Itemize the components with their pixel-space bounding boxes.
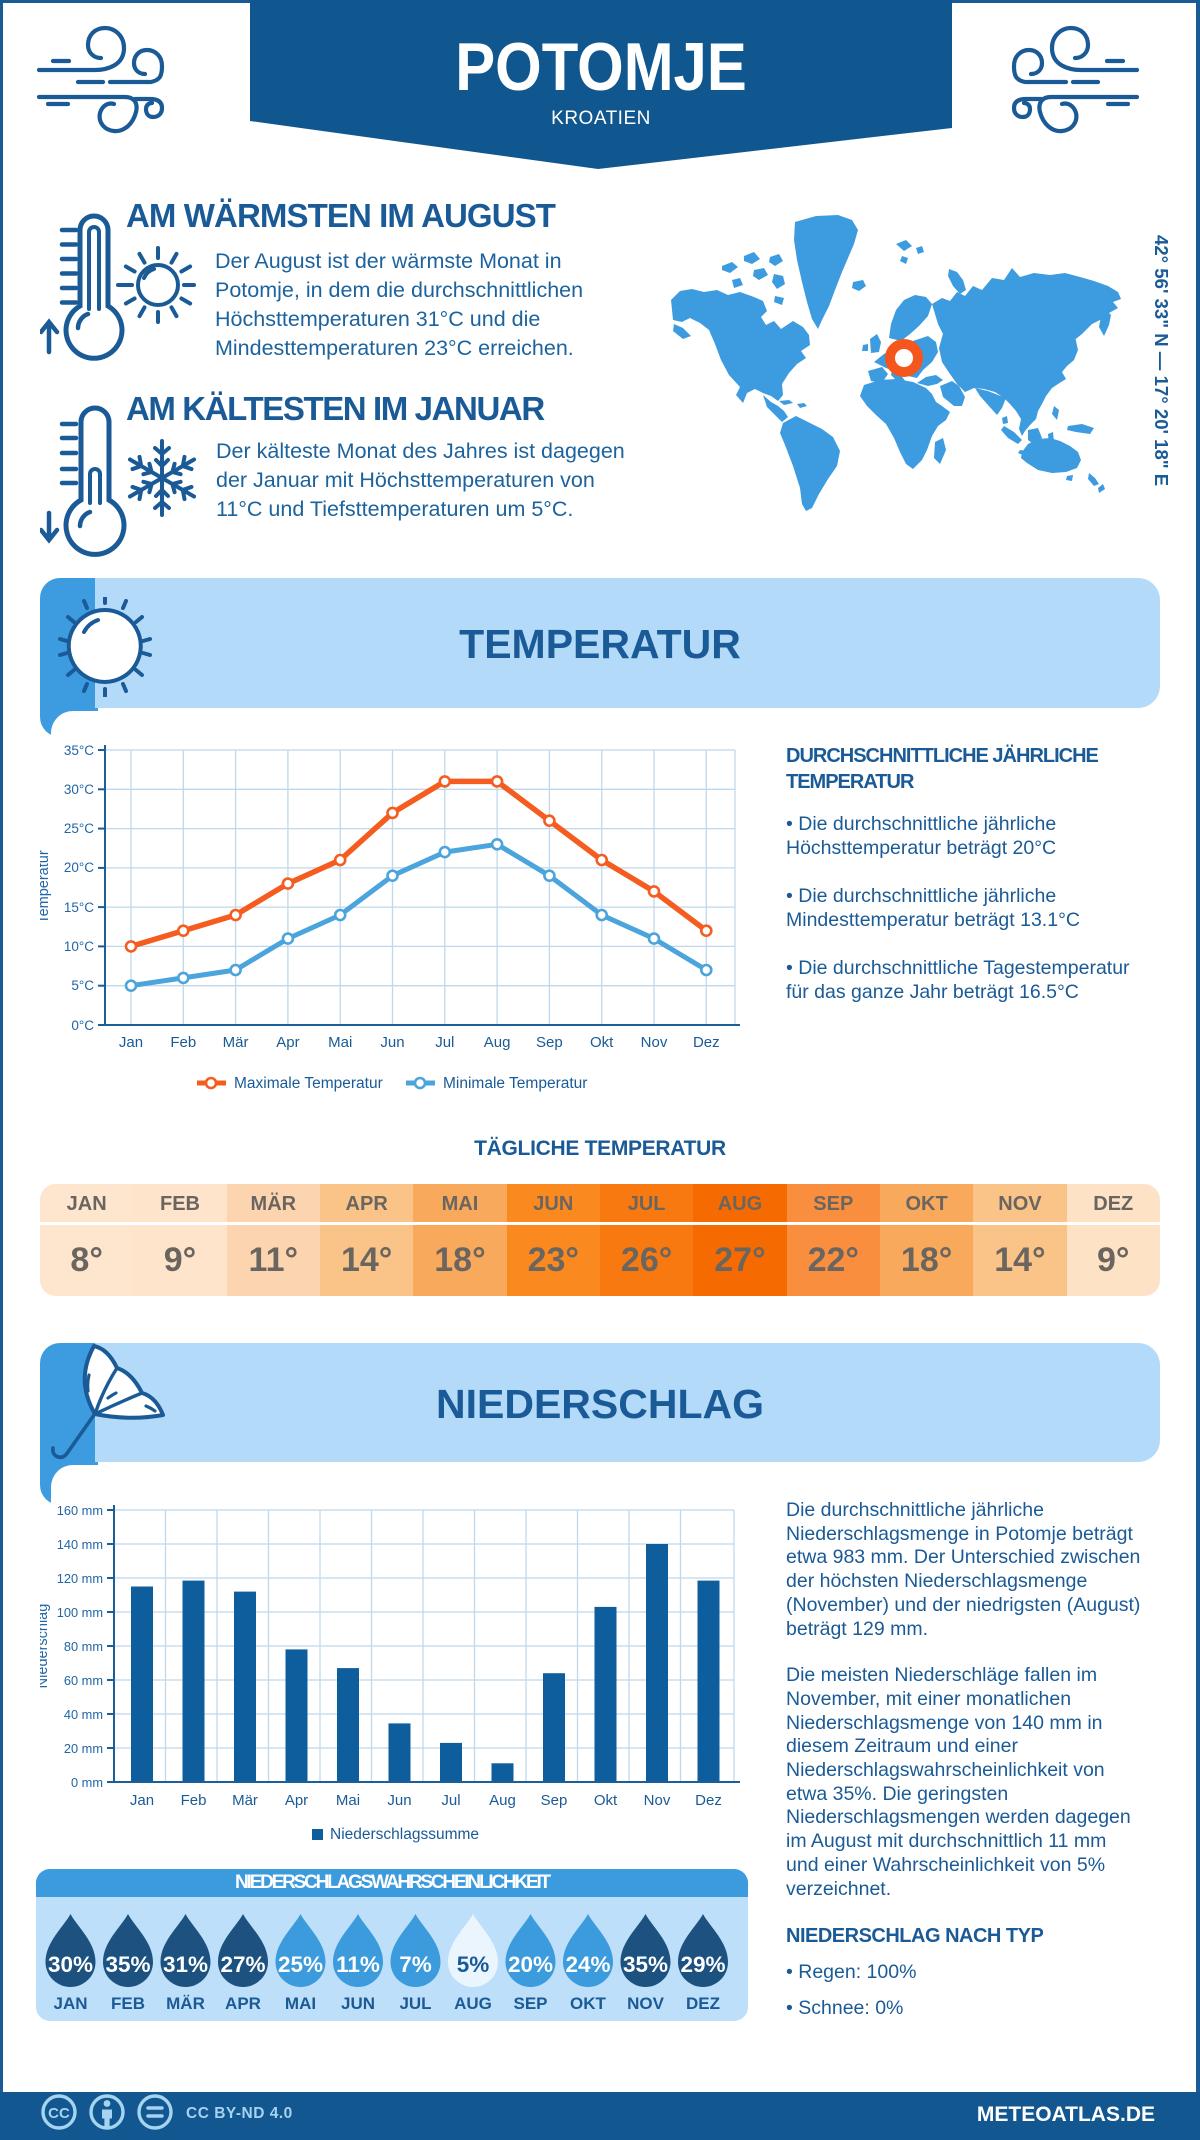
svg-text:Mär: Mär	[232, 1792, 258, 1809]
svg-text:CC: CC	[48, 2105, 70, 2122]
svg-text:Aug: Aug	[484, 1034, 511, 1051]
svg-text:Mai: Mai	[328, 1034, 352, 1051]
svg-text:29%: 29%	[680, 1952, 725, 1977]
svg-text:11%: 11%	[336, 1952, 380, 1977]
svg-text:Jul: Jul	[441, 1792, 460, 1809]
svg-text:100 mm: 100 mm	[57, 1605, 103, 1620]
svg-text:Dez: Dez	[695, 1792, 722, 1809]
svg-text:15°C: 15°C	[64, 900, 94, 915]
svg-text:Temperatur: Temperatur	[40, 850, 52, 924]
svg-text:Apr: Apr	[276, 1034, 299, 1051]
svg-text:Feb: Feb	[181, 1792, 207, 1809]
svg-text:20%: 20%	[508, 1952, 553, 1977]
svg-text:Sep: Sep	[541, 1792, 568, 1809]
svg-text:25%: 25%	[278, 1952, 323, 1977]
svg-text:Apr: Apr	[285, 1792, 308, 1809]
svg-text:160 mm: 160 mm	[57, 1503, 103, 1518]
svg-text:JAN: JAN	[53, 1994, 87, 2013]
svg-text:10°C: 10°C	[64, 939, 94, 954]
svg-text:Okt: Okt	[590, 1034, 614, 1051]
svg-text:Maximale Temperatur: Maximale Temperatur	[234, 1075, 383, 1092]
svg-text:SEP: SEP	[513, 1994, 547, 2013]
svg-text:140 mm: 140 mm	[57, 1537, 103, 1552]
svg-text:AUG: AUG	[454, 1994, 492, 2013]
svg-text:Mai: Mai	[336, 1792, 360, 1809]
svg-text:Mär: Mär	[223, 1034, 249, 1051]
svg-text:120 mm: 120 mm	[57, 1571, 103, 1586]
svg-text:Jun: Jun	[387, 1792, 411, 1809]
svg-text:80 mm: 80 mm	[64, 1639, 103, 1654]
svg-text:OKT: OKT	[570, 1994, 607, 2013]
svg-text:APR: APR	[225, 1994, 261, 2013]
svg-text:Nov: Nov	[644, 1792, 671, 1809]
svg-text:DEZ: DEZ	[686, 1994, 720, 2013]
svg-text:FEB: FEB	[111, 1994, 145, 2013]
svg-text:35%: 35%	[105, 1952, 150, 1977]
svg-text:Feb: Feb	[170, 1034, 196, 1051]
svg-text:31%: 31%	[163, 1952, 208, 1977]
svg-text:20°C: 20°C	[64, 860, 94, 875]
svg-text:Okt: Okt	[594, 1792, 618, 1809]
svg-text:Jan: Jan	[119, 1034, 143, 1051]
svg-text:5%: 5%	[457, 1952, 490, 1977]
svg-text:Niederschlagssumme: Niederschlagssumme	[330, 1826, 479, 1843]
svg-text:JUL: JUL	[399, 1994, 431, 2013]
svg-text:0°C: 0°C	[71, 1018, 94, 1033]
svg-text:30%: 30%	[48, 1952, 93, 1977]
svg-text:Niederschlag: Niederschlag	[40, 1604, 51, 1689]
svg-text:5°C: 5°C	[71, 978, 94, 993]
svg-text:40 mm: 40 mm	[64, 1707, 103, 1722]
svg-text:Minimale Temperatur: Minimale Temperatur	[443, 1075, 587, 1092]
svg-text:0 mm: 0 mm	[71, 1775, 103, 1790]
svg-text:27%: 27%	[220, 1952, 265, 1977]
svg-text:35%: 35%	[623, 1952, 668, 1977]
svg-text:NOV: NOV	[627, 1994, 665, 2013]
svg-text:Jun: Jun	[380, 1034, 404, 1051]
svg-text:7%: 7%	[399, 1952, 432, 1977]
svg-text:Nov: Nov	[641, 1034, 668, 1051]
svg-text:Aug: Aug	[489, 1792, 516, 1809]
svg-text:20 mm: 20 mm	[64, 1741, 103, 1756]
svg-text:35°C: 35°C	[64, 743, 94, 758]
svg-text:Dez: Dez	[693, 1034, 720, 1051]
svg-text:Sep: Sep	[536, 1034, 563, 1051]
svg-text:CC BY-ND 4.0: CC BY-ND 4.0	[186, 2105, 293, 2122]
svg-text:25°C: 25°C	[64, 821, 94, 836]
svg-text:MAI: MAI	[285, 1994, 316, 2013]
svg-text:Jan: Jan	[130, 1792, 154, 1809]
svg-text:60 mm: 60 mm	[64, 1673, 103, 1688]
svg-text:24%: 24%	[565, 1952, 610, 1977]
svg-text:30°C: 30°C	[64, 782, 94, 797]
svg-text:JUN: JUN	[341, 1994, 375, 2013]
svg-text:MÄR: MÄR	[166, 1994, 205, 2013]
svg-text:Jul: Jul	[435, 1034, 454, 1051]
